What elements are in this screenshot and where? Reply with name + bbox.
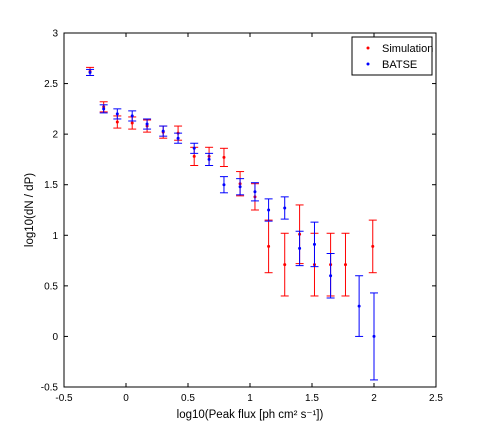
x-tick-label: 0 bbox=[123, 393, 129, 404]
data-point-batse bbox=[102, 107, 106, 111]
x-tick-label: 0.5 bbox=[181, 393, 195, 404]
y-tick-label: 1 bbox=[52, 231, 58, 242]
errorbar-batse bbox=[219, 176, 228, 194]
data-point-simulation bbox=[267, 244, 271, 248]
data-point-batse bbox=[357, 304, 361, 308]
errorbar-batse bbox=[250, 182, 259, 202]
data-point-batse bbox=[115, 112, 119, 116]
errorbar-simulation bbox=[219, 147, 228, 168]
data-point-batse bbox=[372, 334, 376, 338]
x-axis-ticks: -0.5 0 0.5 1 1.5 2 2.5 bbox=[55, 33, 443, 404]
y-tick-label: 3 bbox=[52, 29, 58, 40]
errorbar-batse bbox=[205, 152, 214, 166]
data-point-simulation bbox=[343, 263, 347, 267]
errorbar-batse bbox=[264, 198, 273, 222]
x-tick-label: 2.5 bbox=[429, 393, 443, 404]
data-point-batse bbox=[298, 246, 302, 250]
errorbar-batse bbox=[310, 221, 319, 268]
legend: Simulation BATSE bbox=[351, 36, 433, 76]
y-tick-label: 0.5 bbox=[44, 281, 58, 292]
series-layer bbox=[86, 66, 378, 381]
data-point-batse bbox=[145, 122, 149, 126]
data-point-batse bbox=[329, 274, 333, 278]
errorbar-batse bbox=[128, 110, 137, 122]
errorbar-batse bbox=[113, 108, 122, 120]
errorbar-batse bbox=[86, 68, 95, 76]
errorbar-simulation bbox=[264, 219, 273, 274]
data-point-batse bbox=[238, 185, 242, 189]
y-axis-ticks: -0.5 0 0.5 1 1.5 2 2.5 3 bbox=[41, 29, 436, 394]
errorbar-batse bbox=[370, 292, 378, 381]
data-point-batse bbox=[312, 242, 316, 246]
legend-label-simulation: Simulation bbox=[382, 43, 433, 55]
data-point-batse bbox=[253, 190, 257, 194]
data-point-simulation bbox=[283, 263, 287, 267]
legend-box bbox=[351, 36, 433, 76]
errorbar-simulation bbox=[341, 232, 350, 297]
errorbar-batse bbox=[174, 132, 183, 144]
errorbar-batse bbox=[326, 252, 335, 299]
series-batse bbox=[86, 68, 378, 381]
errorbar-batse bbox=[159, 125, 168, 137]
errorbar-simulation bbox=[368, 219, 377, 274]
errorbar-batse bbox=[190, 142, 199, 154]
errorbar-batse bbox=[355, 275, 364, 337]
y-tick-label: 2 bbox=[52, 130, 58, 141]
errorbar-batse bbox=[280, 196, 289, 220]
errorbar-batse bbox=[236, 178, 245, 196]
data-point-batse bbox=[207, 157, 211, 161]
x-axis-title: log10(Peak flux [ph cm² s⁻¹]) bbox=[177, 409, 324, 421]
errorbar-batse bbox=[143, 118, 152, 130]
x-tick-label: 1.5 bbox=[305, 393, 319, 404]
y-tick-label: 0 bbox=[52, 332, 58, 343]
data-point-batse bbox=[222, 183, 226, 187]
data-point-simulation bbox=[130, 121, 134, 125]
data-point-batse bbox=[130, 114, 134, 118]
y-tick-label: -0.5 bbox=[41, 383, 59, 394]
x-tick-label: 2 bbox=[371, 393, 377, 404]
errorbar-batse bbox=[295, 230, 304, 267]
data-point-simulation bbox=[192, 154, 196, 158]
data-point-simulation bbox=[222, 155, 226, 159]
x-tick-label: 1 bbox=[247, 393, 253, 404]
data-point-batse bbox=[283, 206, 287, 210]
plot-area bbox=[63, 32, 437, 388]
data-point-batse bbox=[192, 146, 196, 150]
data-point-simulation bbox=[371, 244, 375, 248]
y-tick-label: 1.5 bbox=[44, 180, 58, 191]
errorbar-simulation bbox=[280, 232, 289, 297]
y-axis-title: log10(dN / dP) bbox=[24, 173, 36, 247]
legend-label-batse: BATSE bbox=[382, 59, 417, 71]
legend-marker-batse bbox=[366, 62, 370, 66]
x-tick-label: -0.5 bbox=[55, 393, 73, 404]
data-point-batse bbox=[176, 136, 180, 140]
data-point-batse bbox=[88, 70, 92, 74]
data-point-simulation bbox=[115, 120, 119, 124]
legend-marker-simulation bbox=[366, 46, 370, 50]
y-tick-label: 2.5 bbox=[44, 79, 58, 90]
data-point-batse bbox=[161, 129, 165, 133]
errorbar-batse bbox=[99, 104, 108, 114]
data-point-batse bbox=[267, 208, 271, 212]
